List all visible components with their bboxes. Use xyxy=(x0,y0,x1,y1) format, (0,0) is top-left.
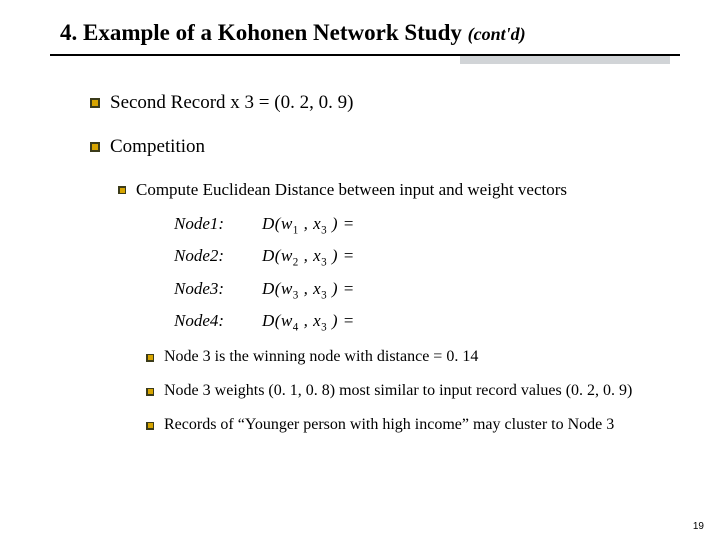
bullet-text: Node 3 is the winning node with distance… xyxy=(164,348,478,366)
bullet-text: Compute Euclidean Distance between input… xyxy=(136,180,567,200)
bullet-level3: Node 3 is the winning node with distance… xyxy=(146,348,680,366)
distance-expr: D(w4 , x3 ) = xyxy=(262,311,355,333)
page-number: 19 xyxy=(693,521,704,532)
square-bullet-icon xyxy=(146,354,154,362)
square-bullet-icon xyxy=(118,186,126,194)
equation-row: Node2: D(w2 , x3 ) = xyxy=(174,246,680,268)
equation-row: Node3: D(w3 , x3 ) = xyxy=(174,279,680,301)
node-label: Node2: xyxy=(174,246,236,266)
bullet-level3: Records of “Younger person with high inc… xyxy=(146,416,680,434)
bullet-text: Records of “Younger person with high inc… xyxy=(164,416,614,434)
square-bullet-icon xyxy=(90,142,100,152)
bullet-level1: Second Record x 3 = (0. 2, 0. 9) xyxy=(90,92,680,114)
distance-expr: D(w1 , x3 ) = xyxy=(262,214,355,236)
slide-title: 4. Example of a Kohonen Network Study (c… xyxy=(50,20,680,52)
title-main: 4. Example of a Kohonen Network Study xyxy=(60,20,468,45)
title-shadow xyxy=(460,56,670,64)
equation-row: Node4: D(w4 , x3 ) = xyxy=(174,311,680,333)
equation-block: Node1: D(w1 , x3 ) = Node2: D(w2 , x3 ) … xyxy=(174,214,680,334)
bullet-text: Competition xyxy=(110,136,205,158)
square-bullet-icon xyxy=(90,98,100,108)
node-label: Node3: xyxy=(174,279,236,299)
bullet-text: Second Record x 3 = (0. 2, 0. 9) xyxy=(110,92,353,114)
distance-expr: D(w2 , x3 ) = xyxy=(262,246,355,268)
node-label: Node4: xyxy=(174,311,236,331)
bullet-text: Node 3 weights (0. 1, 0. 8) most similar… xyxy=(164,382,632,400)
square-bullet-icon xyxy=(146,388,154,396)
distance-expr: D(w3 , x3 ) = xyxy=(262,279,355,301)
bullet-level3: Node 3 weights (0. 1, 0. 8) most similar… xyxy=(146,382,680,400)
node-label: Node1: xyxy=(174,214,236,234)
bullet-level2: Compute Euclidean Distance between input… xyxy=(118,180,680,200)
title-block: 4. Example of a Kohonen Network Study (c… xyxy=(50,20,680,56)
square-bullet-icon xyxy=(146,422,154,430)
bullet-level1: Competition xyxy=(90,136,680,158)
equation-row: Node1: D(w1 , x3 ) = xyxy=(174,214,680,236)
title-contd: (cont'd) xyxy=(468,24,526,44)
content-area: Second Record x 3 = (0. 2, 0. 9) Competi… xyxy=(50,64,680,434)
